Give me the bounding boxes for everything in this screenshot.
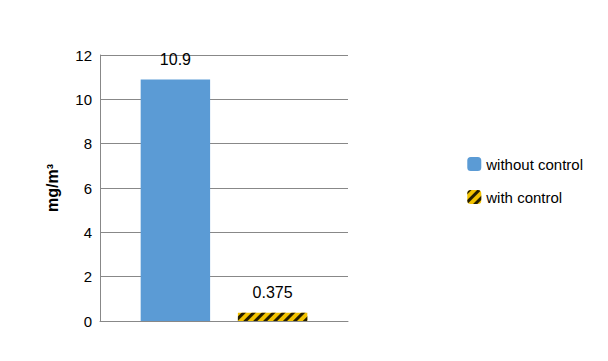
svg-text:0.375: 0.375 [253,284,293,301]
svg-text:12: 12 [75,47,92,64]
svg-text:without control: without control [485,156,583,173]
svg-text:4: 4 [84,224,92,241]
svg-text:mg/m³: mg/m³ [44,164,61,212]
svg-text:8: 8 [84,135,92,152]
svg-text:10.9: 10.9 [160,51,191,68]
svg-text:10: 10 [75,91,92,108]
svg-text:2: 2 [84,268,92,285]
svg-text:0: 0 [84,313,92,330]
svg-text:6: 6 [84,180,92,197]
svg-text:with control: with control [485,189,562,206]
